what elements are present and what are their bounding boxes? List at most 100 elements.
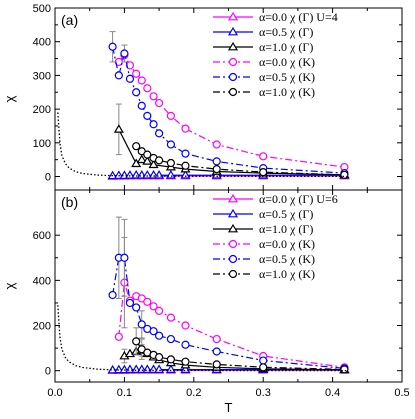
series-line [135, 340, 345, 370]
y-tick-label: 100 [33, 138, 51, 150]
data-point [212, 360, 221, 369]
data-point [181, 321, 190, 330]
data-point [137, 101, 146, 110]
data-point [143, 297, 152, 306]
legend-label: α=0.5 χ (K) [259, 70, 315, 84]
data-point [166, 355, 175, 364]
data-point [166, 334, 175, 344]
y-tick-label: 0 [45, 172, 51, 184]
data-point [181, 124, 190, 133]
data-point [180, 169, 191, 179]
data-point [212, 347, 221, 356]
data-point [212, 165, 221, 174]
series-line [57, 112, 347, 178]
data-point [212, 334, 221, 344]
legend-marker [228, 239, 238, 249]
x-tick-label: 0.0 [47, 387, 62, 399]
data-point [108, 290, 117, 300]
data-point [132, 69, 141, 78]
y-tick-label: 300 [33, 70, 51, 82]
legend-label: α=1.0 χ (Γ) [259, 222, 313, 236]
data-point [166, 111, 175, 120]
data-point [340, 170, 349, 179]
data-point [259, 356, 268, 365]
data-point [114, 332, 123, 341]
data-point [137, 76, 146, 85]
legend-marker [228, 269, 238, 279]
data-point [181, 340, 190, 349]
data-point [137, 320, 146, 329]
y-tick-label: 400 [33, 37, 51, 49]
data-point [259, 152, 268, 161]
y-axis-title: χ [2, 95, 17, 102]
legend-marker [227, 26, 239, 36]
legend-label: α=0.0 χ (K) [259, 55, 315, 69]
panel-label: (a) [61, 12, 78, 28]
legend-label: α=0.5 χ (Γ) [259, 25, 313, 39]
data-point [149, 302, 158, 311]
data-point [166, 158, 175, 168]
data-point [120, 49, 129, 58]
data-point [340, 365, 349, 374]
data-point [108, 42, 117, 51]
data-point [148, 159, 159, 169]
legend-label: α=1.0 χ (K) [259, 267, 315, 281]
data-point [155, 353, 164, 362]
data-point [143, 84, 152, 93]
data-point [143, 150, 152, 159]
series-line [112, 46, 345, 174]
series-group [57, 216, 350, 374]
legend-label: α=0.5 χ (Γ) [259, 207, 313, 221]
y-tick-label: 200 [33, 104, 51, 116]
x-tick-label: 0.4 [325, 387, 340, 399]
y-tick-label: 200 [33, 321, 51, 333]
x-tick-label: 0.5 [394, 387, 409, 399]
legend-label: α=0.0 χ (Γ) U=6 [259, 192, 338, 206]
y-tick-label: 0 [45, 366, 51, 378]
legend-label: α=1.0 χ (K) [259, 85, 315, 99]
data-point [165, 169, 176, 179]
data-point [132, 303, 141, 312]
data-point [212, 140, 221, 149]
legend-marker [228, 254, 238, 264]
legend-label: α=0.5 χ (K) [259, 252, 315, 266]
data-point [181, 149, 190, 158]
data-point [155, 306, 164, 315]
data-point [125, 298, 135, 308]
data-point [259, 363, 268, 372]
legend-marker [227, 41, 239, 51]
y-axis-title: χ [2, 282, 17, 289]
data-point [132, 88, 141, 97]
y-tick-label: 500 [33, 3, 51, 15]
legend-label: α=0.0 χ (K) [259, 237, 315, 251]
data-point [155, 156, 164, 165]
data-point [259, 168, 268, 177]
x-tick-label: 0.3 [256, 387, 271, 399]
panel-b: 0 200 400 600 0.0 0.1 0.2 0.3 0.4 0.5 χ T (b) α=0.0 χ… [2, 189, 410, 415]
data-point [149, 92, 158, 101]
data-point [154, 169, 165, 179]
panel-label: (b) [61, 194, 78, 210]
data-point [143, 111, 152, 120]
data-point [149, 327, 158, 336]
data-point [132, 142, 141, 151]
data-point [166, 313, 175, 322]
data-point [142, 169, 153, 179]
series-line [135, 145, 345, 176]
legend-marker [228, 72, 238, 82]
legend-marker [228, 57, 238, 67]
x-tick-label: 0.1 [117, 387, 132, 399]
legend-marker [227, 208, 239, 218]
data-point [114, 71, 123, 80]
data-point [155, 331, 164, 340]
data-point [212, 157, 221, 166]
legend-marker [227, 193, 239, 203]
legend-label: α=1.0 χ (Γ) [259, 40, 313, 54]
x-axis-title: T [225, 400, 233, 415]
data-point [131, 158, 142, 168]
data-point [155, 98, 164, 108]
legend-marker [228, 87, 238, 97]
data-point [155, 129, 164, 138]
data-point [132, 337, 141, 346]
